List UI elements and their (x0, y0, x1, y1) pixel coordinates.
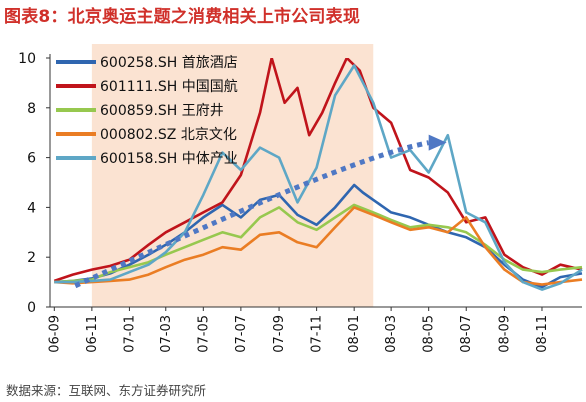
x-tick-label: 08-11 (535, 315, 550, 353)
x-tick-label: 07-09 (272, 315, 287, 353)
y-tick-label: 8 (27, 101, 36, 117)
chart-title: 图表8：北京奥运主题之消费相关上市公司表现 (4, 7, 361, 27)
trend-arrow-layer (74, 134, 447, 289)
legend: 600258.SH 首旅酒店 601111.SH 中国国航 600859.SH 王府… (56, 55, 238, 167)
y-tick-label: 10 (18, 51, 36, 67)
legend-label-4: 600158.SH 中体产业 (100, 151, 238, 167)
legend-label-3: 000802.SZ 北京文化 (100, 127, 237, 143)
axes-layer: 0 2 4 6 8 10 06-09 06-11 07-01 07-03 07-05 07-07 07-… (18, 51, 582, 353)
series-line-4 (54, 64, 583, 291)
x-tick-label: 08-07 (459, 315, 474, 353)
y-tick-label: 0 (27, 300, 36, 316)
legend-label-2: 600859.SH 王府井 (100, 103, 224, 119)
y-tick-label: 6 (27, 151, 36, 167)
trend-arrow-head (428, 134, 447, 151)
x-tick-label: 08-05 (422, 315, 437, 353)
x-tick-label: 07-01 (122, 315, 137, 353)
x-tick-label: 08-03 (384, 315, 399, 353)
y-tick-label: 4 (27, 200, 36, 216)
x-tick-label: 07-07 (234, 315, 249, 353)
y-tick-label: 2 (27, 250, 36, 266)
x-tick-label: 07-05 (196, 315, 211, 353)
source-note: 数据来源：互联网、东方证券研究所 (6, 383, 207, 398)
x-tick-label: 07-03 (159, 315, 174, 353)
x-tick-label: 08-09 (497, 315, 512, 353)
legend-label-0: 600258.SH 首旅酒店 (100, 55, 238, 71)
series-line-2 (54, 203, 583, 284)
series-line-1 (53, 58, 583, 283)
x-tick-label: 07-11 (310, 315, 325, 353)
series-layer (53, 58, 583, 291)
x-tick-label: 06-11 (85, 315, 100, 353)
x-tick-label: 08-01 (347, 315, 362, 353)
series-line-3 (54, 206, 583, 286)
trend-arrow-line (74, 140, 430, 289)
legend-label-1: 601111.SH 中国国航 (100, 79, 238, 95)
x-tick-label: 06-09 (47, 315, 62, 353)
